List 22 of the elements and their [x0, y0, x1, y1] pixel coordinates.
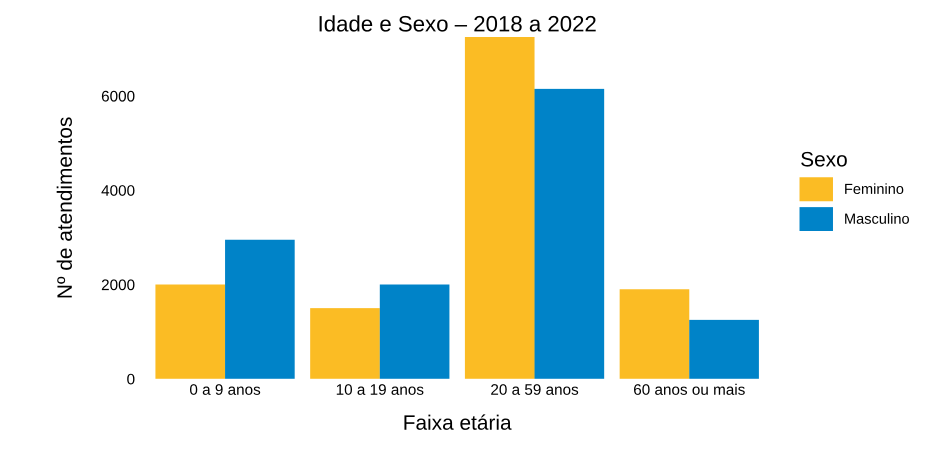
- y-tick-label: 6000: [102, 90, 134, 102]
- bar: [689, 320, 759, 379]
- bar: [155, 284, 226, 379]
- x-tick-label: 20 a 59 anos: [491, 384, 578, 395]
- y-axis-title: Nº de atendimentos: [56, 117, 72, 298]
- bar: [380, 284, 450, 379]
- bar: [534, 88, 604, 379]
- y-tick-label: 4000: [101, 185, 134, 196]
- x-axis-title: Faixa etária: [404, 414, 512, 430]
- x-tick-label: 10 a 19 anos: [336, 384, 424, 395]
- legend-label: Feminino: [845, 183, 904, 194]
- x-tick-label: 0 a 9 anos: [190, 384, 260, 395]
- y-tick-label: 2000: [102, 279, 134, 290]
- bar: [620, 289, 690, 379]
- legend-title: Sexo: [801, 152, 847, 167]
- y-tick-label: 0: [127, 374, 134, 385]
- bar: [310, 308, 380, 379]
- bar: [464, 36, 535, 379]
- bar: [225, 240, 295, 379]
- x-tick-label: 60 anos ou mais: [634, 384, 745, 395]
- legend-label: Masculino: [845, 213, 909, 224]
- chart-title: Idade e Sexo – 2018 a 2022: [320, 15, 596, 32]
